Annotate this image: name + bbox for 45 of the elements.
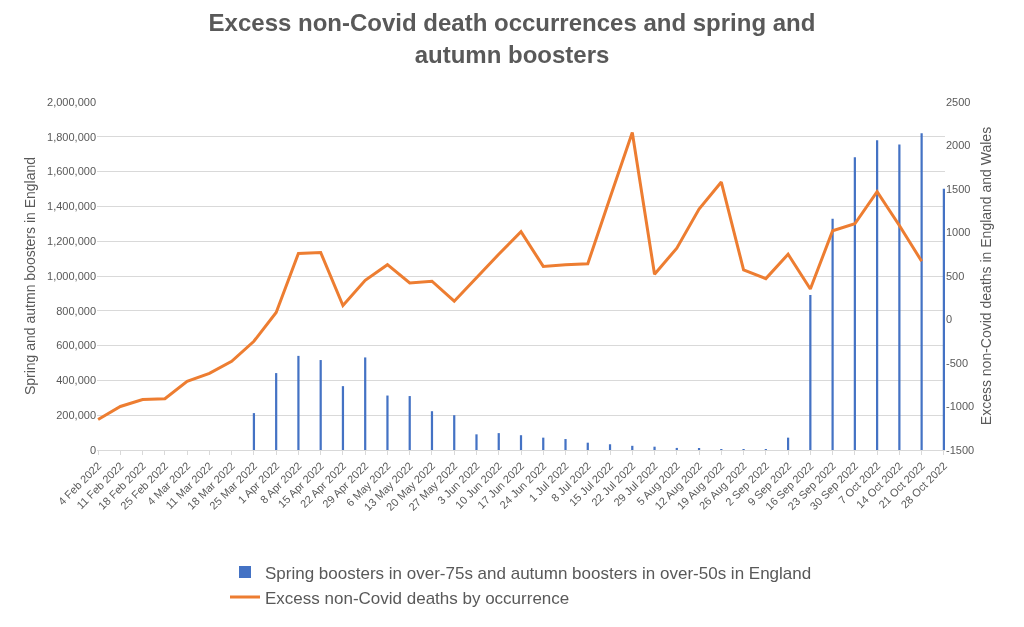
- y-axis-title: Spring and autmn boosters in England: [21, 156, 38, 396]
- bar: [364, 357, 367, 450]
- bar: [653, 446, 656, 450]
- y-tick-label: 600,000: [56, 339, 96, 352]
- y2-tick-label: 1000: [946, 226, 971, 239]
- y2-tick-label: 0: [946, 313, 953, 326]
- bar: [341, 386, 345, 450]
- y-tick-label: 1,000,000: [47, 269, 96, 282]
- y-tick-label: 1,400,000: [47, 200, 96, 213]
- bar: [920, 133, 923, 450]
- bar: [252, 413, 256, 450]
- y-tick-label: 1,200,000: [47, 235, 96, 248]
- y2-tick-label: 2000: [946, 139, 971, 152]
- y-tick-label: 800,000: [56, 304, 96, 317]
- y-tick-label: 2,000,000: [47, 95, 96, 108]
- y2-axis-title: Excess non-Covid deaths in England and Wales: [978, 126, 995, 426]
- bar: [319, 360, 322, 450]
- y-tick-label: 200,000: [56, 409, 96, 422]
- bar: [564, 439, 567, 450]
- bar: [386, 395, 389, 450]
- y-tick-label: 400,000: [56, 374, 96, 387]
- bar: [297, 355, 300, 450]
- bar: [809, 294, 812, 450]
- chart-title: Excess non-Covid death occurrences and spring and autumn boosters: [208, 9, 816, 68]
- legend-label: Spring boosters in over-75s and autumn boosters in over-50s in England: [265, 563, 812, 583]
- bar: [475, 434, 478, 450]
- bar: [453, 415, 456, 450]
- bar: [275, 373, 278, 450]
- line-series: [97, 130, 924, 422]
- bar: [408, 396, 411, 450]
- y-tick-label: 0: [89, 443, 96, 456]
- y2-tick-label: 2500: [946, 95, 971, 108]
- bar: [608, 444, 612, 450]
- y-tick-label: 1,800,000: [47, 130, 96, 143]
- legend-label: Excess non-Covid deaths by occurrence: [265, 588, 570, 608]
- y2-tick-label: 500: [946, 269, 965, 282]
- y2-tick-label: -1500: [946, 443, 975, 456]
- bar: [519, 435, 523, 450]
- bar: [831, 218, 834, 450]
- bar: [942, 188, 945, 450]
- y2-tick-label: -1000: [946, 400, 975, 413]
- y2-tick-label: 1500: [946, 182, 971, 195]
- bar: [430, 411, 434, 450]
- y-tick-label: 1,600,000: [47, 165, 96, 178]
- y2-tick-label: -500: [946, 356, 969, 369]
